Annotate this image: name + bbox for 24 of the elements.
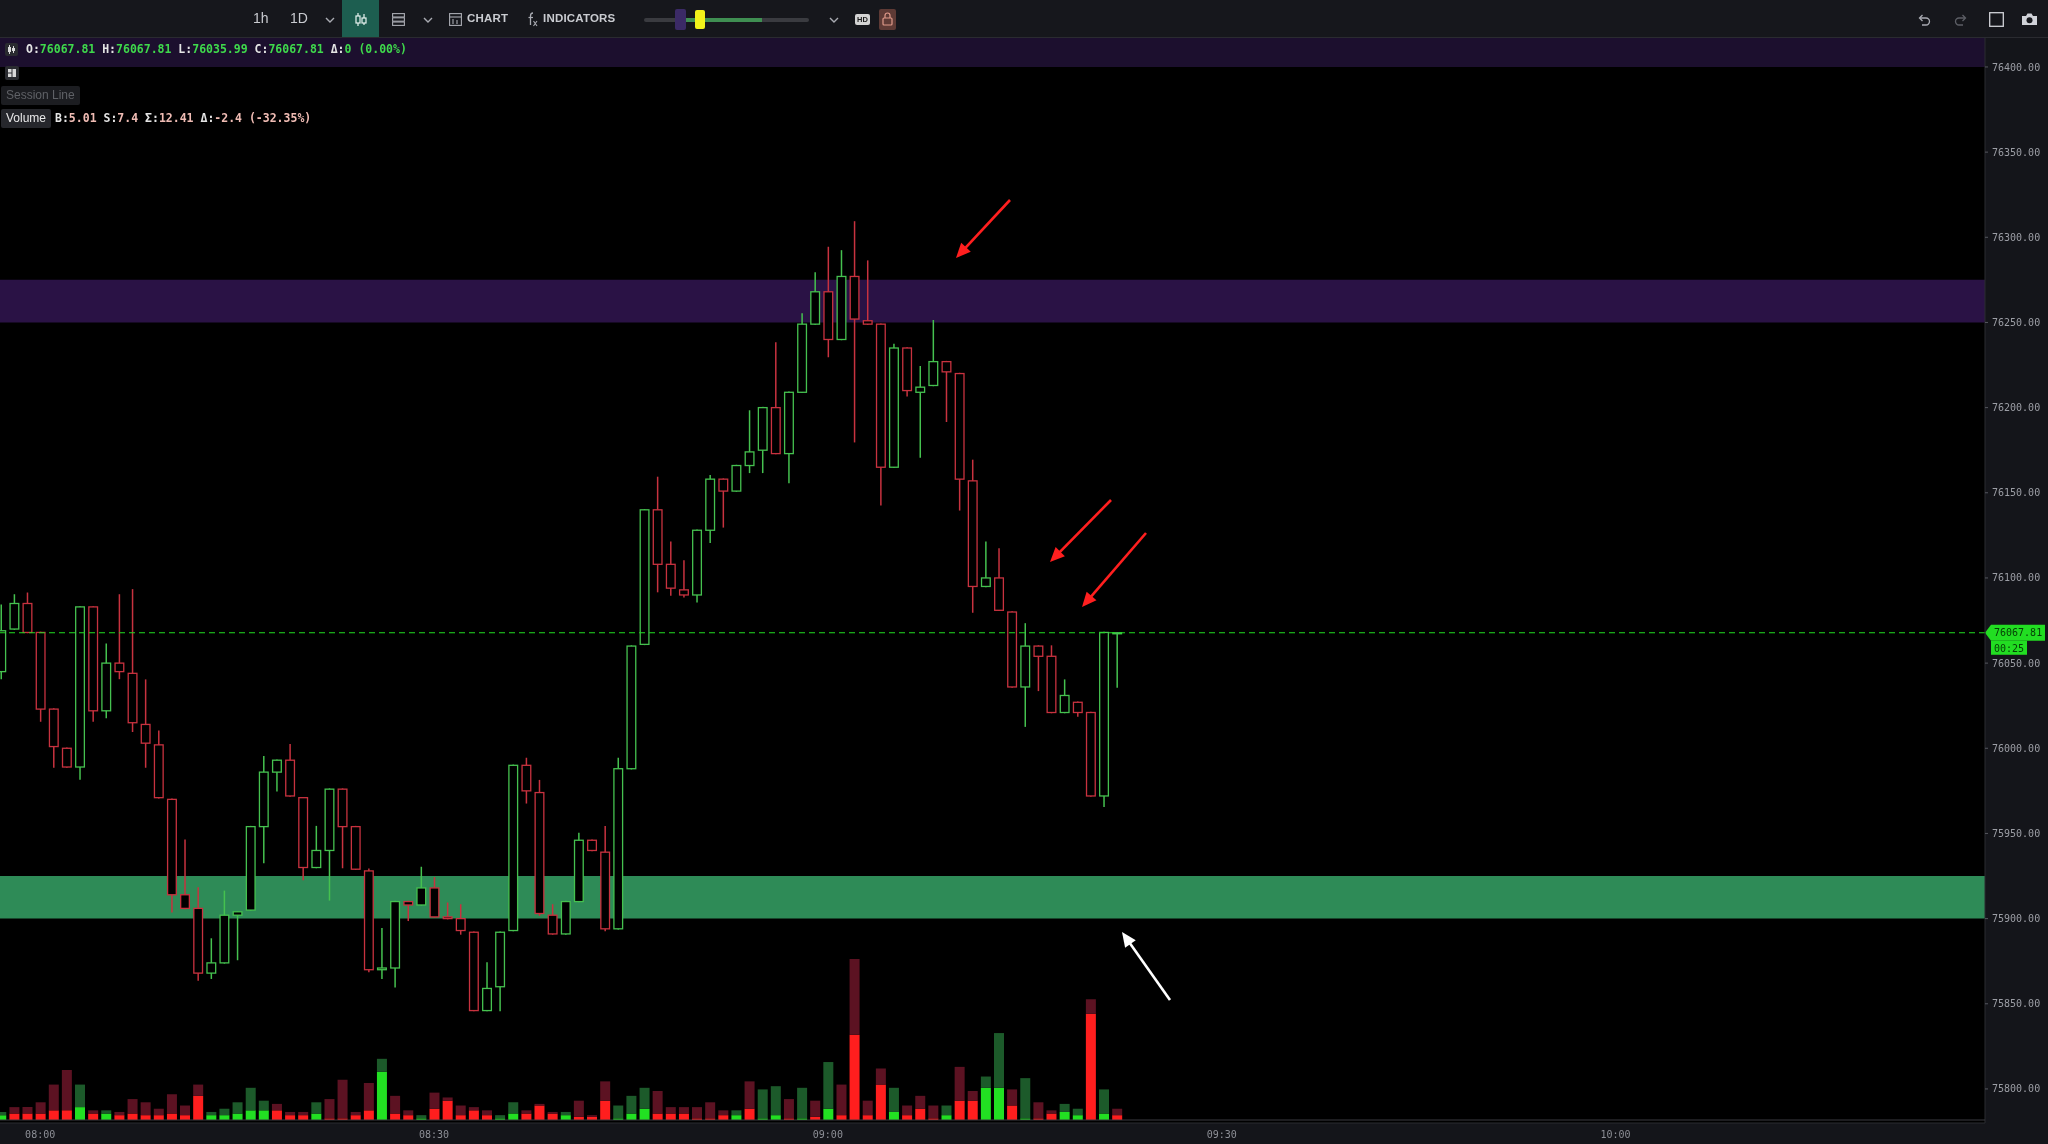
legend-chip: Session Line (1, 86, 80, 105)
x-tick-label: 08:30 (418, 1129, 450, 1141)
x-tick-label: 09:30 (1206, 1129, 1237, 1141)
ref-line-label: 76067.81 (1994, 627, 2043, 639)
y-tick-label: 76150.00 (1992, 487, 2041, 499)
y-tick-label: 76200.00 (1992, 402, 2041, 414)
y-tick-label: 75950.00 (1992, 827, 2041, 839)
y-tick-label: 76350.00 (1992, 146, 2041, 158)
y-tick-label: 76100.00 (1992, 572, 2041, 584)
y-tick-label: 75900.00 (1992, 913, 2041, 925)
x-tick-label: 10:00 (1600, 1129, 1631, 1141)
y-tick-label: 75850.00 (1992, 998, 2041, 1010)
y-tick-label: 76300.00 (1992, 231, 2041, 243)
legend-chip: Volume (1, 109, 52, 128)
x-tick-label: 09:00 (812, 1129, 843, 1141)
text: O:76067.81 H:76067.81 L:76035.99 C:76067.81 Δ:0 (0.00%) (26, 42, 407, 56)
annotation: B:5.01 S:7.4 Σ:12.41 Δ:-2.4 (-32.35%) (55, 111, 312, 125)
x-tick-label: 08:00 (25, 1129, 56, 1141)
text: 00:25 (1994, 642, 2025, 654)
y-tick-label: 76400.00 (1992, 61, 2041, 73)
y-tick-label: 75800.00 (1992, 1083, 2041, 1095)
y-tick-label: 76000.00 (1992, 742, 2041, 754)
y-tick-label: 76250.00 (1992, 317, 2041, 328)
y-tick-label: 76050.00 (1992, 657, 2041, 669)
